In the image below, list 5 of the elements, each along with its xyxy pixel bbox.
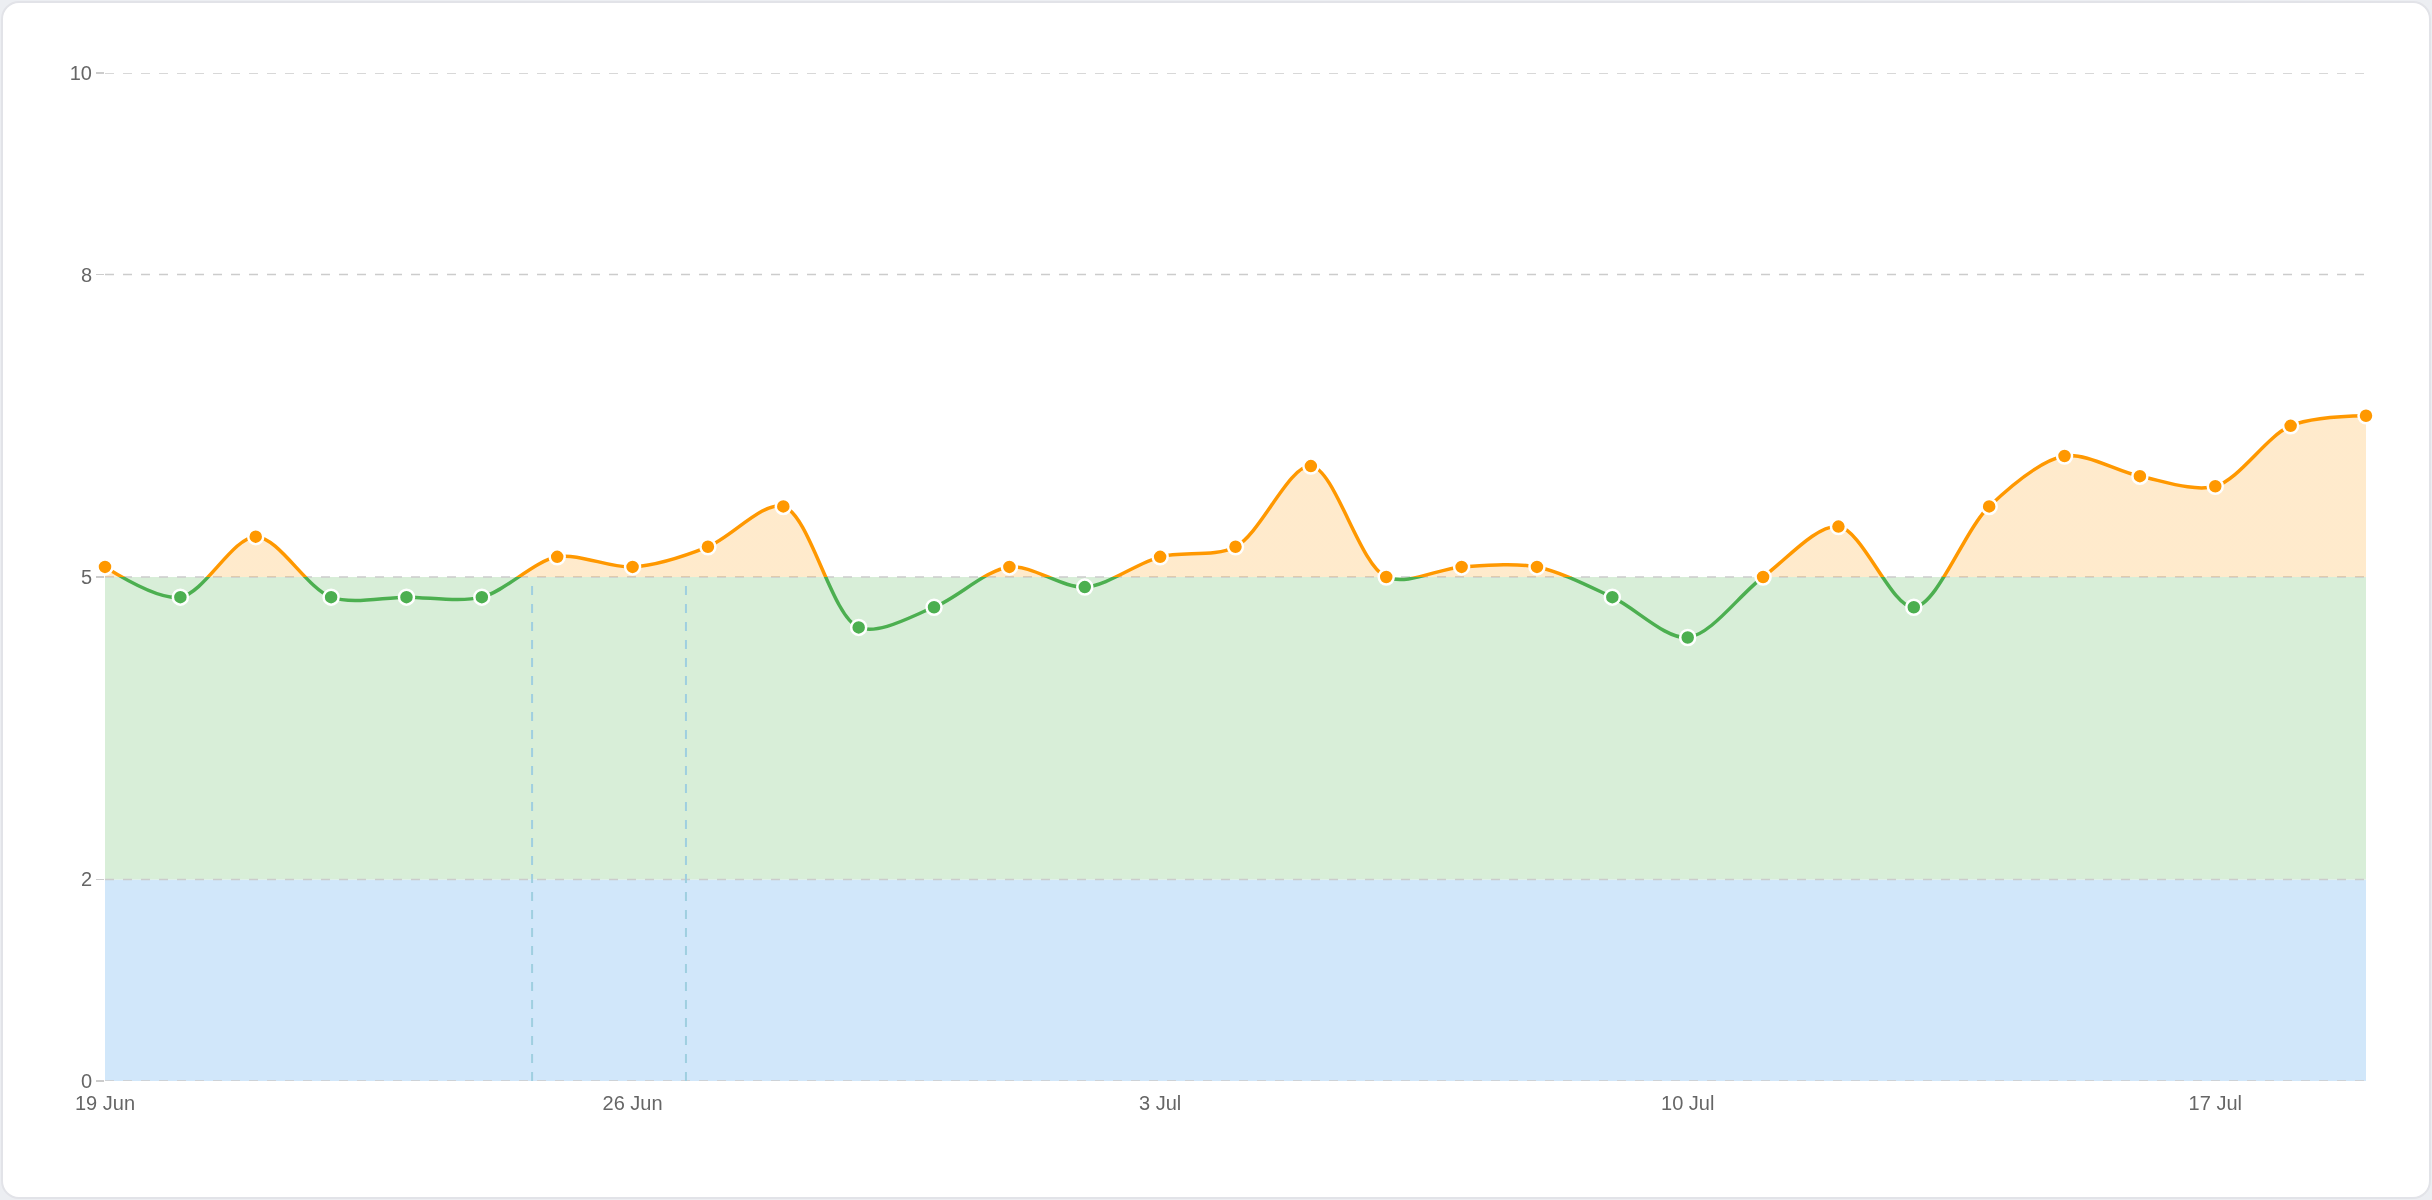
y-tick-label: 5: [80, 566, 92, 588]
y-tick-label: 8: [80, 263, 92, 286]
y-tick-label: 2: [80, 868, 92, 891]
y-tick-label: 0: [80, 1070, 92, 1092]
y-tick-label: 10: [69, 62, 92, 84]
